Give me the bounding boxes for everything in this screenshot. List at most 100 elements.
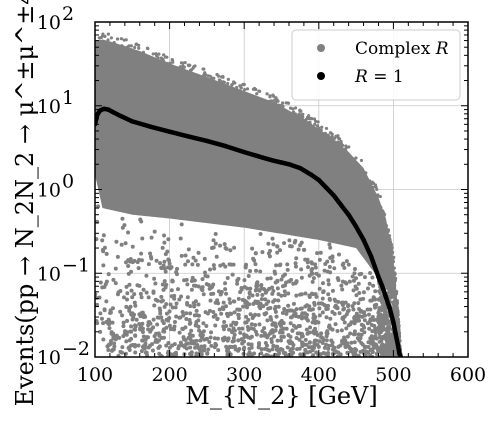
complex-r-point bbox=[392, 283, 397, 288]
complex-r-point bbox=[163, 269, 168, 274]
complex-r-point bbox=[311, 276, 316, 281]
complex-r-point bbox=[271, 343, 276, 348]
complex-r-point bbox=[95, 321, 100, 326]
complex-r-point bbox=[181, 61, 185, 65]
complex-r-point bbox=[121, 324, 126, 329]
complex-r-point bbox=[97, 36, 101, 40]
complex-r-point bbox=[176, 287, 181, 292]
complex-r-point bbox=[238, 330, 243, 335]
r-equals-1-point bbox=[286, 162, 292, 167]
complex-r-point bbox=[374, 327, 379, 332]
complex-r-point bbox=[326, 133, 330, 137]
complex-r-point bbox=[390, 251, 394, 255]
complex-r-point bbox=[120, 345, 125, 350]
complex-r-point bbox=[340, 262, 345, 267]
complex-r-point bbox=[245, 286, 250, 291]
complex-r-point bbox=[382, 327, 387, 331]
complex-r-point bbox=[242, 345, 247, 350]
complex-r-point bbox=[377, 297, 381, 301]
complex-r-point bbox=[133, 45, 137, 50]
complex-r-point bbox=[305, 260, 310, 265]
complex-r-point bbox=[275, 98, 279, 102]
complex-r-point bbox=[139, 349, 144, 354]
complex-r-point bbox=[160, 282, 165, 287]
complex-r-point bbox=[254, 332, 259, 337]
complex-r-point bbox=[375, 187, 379, 191]
complex-r-point bbox=[115, 37, 120, 41]
complex-r-point bbox=[271, 94, 276, 98]
complex-r-point bbox=[202, 270, 207, 275]
complex-r-point bbox=[106, 272, 111, 277]
complex-r-point bbox=[293, 261, 298, 266]
complex-r-point bbox=[379, 221, 384, 226]
complex-r-point bbox=[291, 323, 296, 328]
complex-r-point bbox=[305, 350, 310, 355]
complex-r-point bbox=[316, 273, 321, 278]
complex-r-point bbox=[378, 330, 383, 335]
complex-r-point bbox=[95, 302, 100, 307]
complex-r-point bbox=[138, 314, 143, 319]
complex-r-point bbox=[314, 119, 318, 123]
complex-r-point bbox=[120, 216, 125, 221]
complex-r-point bbox=[279, 293, 284, 298]
complex-r-point bbox=[288, 106, 293, 110]
complex-r-point bbox=[154, 258, 159, 263]
complex-r-point bbox=[370, 329, 375, 334]
complex-r-point bbox=[221, 75, 225, 79]
complex-r-point bbox=[222, 80, 226, 84]
complex-r-point bbox=[285, 345, 290, 350]
complex-r-point bbox=[324, 338, 329, 343]
complex-r-point bbox=[215, 336, 220, 341]
complex-r-point bbox=[329, 338, 334, 343]
complex-r-point bbox=[343, 345, 348, 350]
complex-r-point bbox=[120, 313, 125, 318]
complex-r-point bbox=[151, 317, 156, 322]
complex-r-point bbox=[255, 292, 260, 297]
complex-r-point bbox=[191, 72, 195, 76]
r-equals-1-point bbox=[391, 320, 396, 325]
complex-r-point bbox=[141, 334, 146, 339]
complex-r-point bbox=[279, 334, 284, 339]
complex-r-point bbox=[217, 307, 222, 312]
complex-r-point bbox=[187, 63, 191, 68]
complex-r-point bbox=[286, 333, 291, 338]
complex-r-point bbox=[346, 262, 351, 267]
complex-r-point bbox=[136, 343, 141, 348]
r-equals-1-point bbox=[242, 149, 247, 155]
complex-r-point bbox=[328, 316, 333, 321]
complex-r-point bbox=[181, 313, 186, 318]
complex-r-point bbox=[328, 245, 333, 250]
complex-r-point bbox=[120, 225, 125, 230]
complex-r-point bbox=[321, 289, 326, 294]
complex-r-point bbox=[352, 266, 357, 271]
complex-r-point bbox=[194, 351, 199, 356]
complex-r-point bbox=[322, 268, 327, 273]
complex-r-point bbox=[189, 352, 194, 357]
complex-r-point bbox=[285, 262, 290, 267]
complex-r-point bbox=[106, 347, 111, 352]
complex-r-point bbox=[236, 296, 241, 301]
complex-r-point bbox=[119, 242, 124, 247]
complex-r-point bbox=[390, 267, 394, 271]
complex-r-point bbox=[271, 288, 276, 293]
complex-r-point bbox=[196, 302, 201, 307]
complex-r-point bbox=[368, 181, 372, 186]
complex-r-point bbox=[113, 337, 118, 342]
complex-r-point bbox=[281, 321, 286, 326]
complex-r-point bbox=[276, 298, 281, 303]
complex-r-point bbox=[201, 292, 206, 297]
complex-r-point bbox=[381, 237, 385, 242]
complex-r-point bbox=[183, 337, 188, 342]
complex-r-point bbox=[391, 293, 396, 298]
complex-r-point bbox=[347, 145, 351, 149]
complex-r-point bbox=[276, 105, 280, 109]
complex-r-point bbox=[257, 322, 262, 327]
r-equals-1-point bbox=[98, 108, 103, 113]
complex-r-point bbox=[242, 278, 247, 283]
complex-r-point bbox=[100, 247, 105, 252]
complex-r-point bbox=[352, 340, 357, 345]
complex-r-point bbox=[129, 288, 134, 293]
complex-r-point bbox=[298, 116, 302, 120]
x-tick-label: 100 bbox=[77, 364, 113, 386]
complex-r-point bbox=[389, 259, 394, 264]
